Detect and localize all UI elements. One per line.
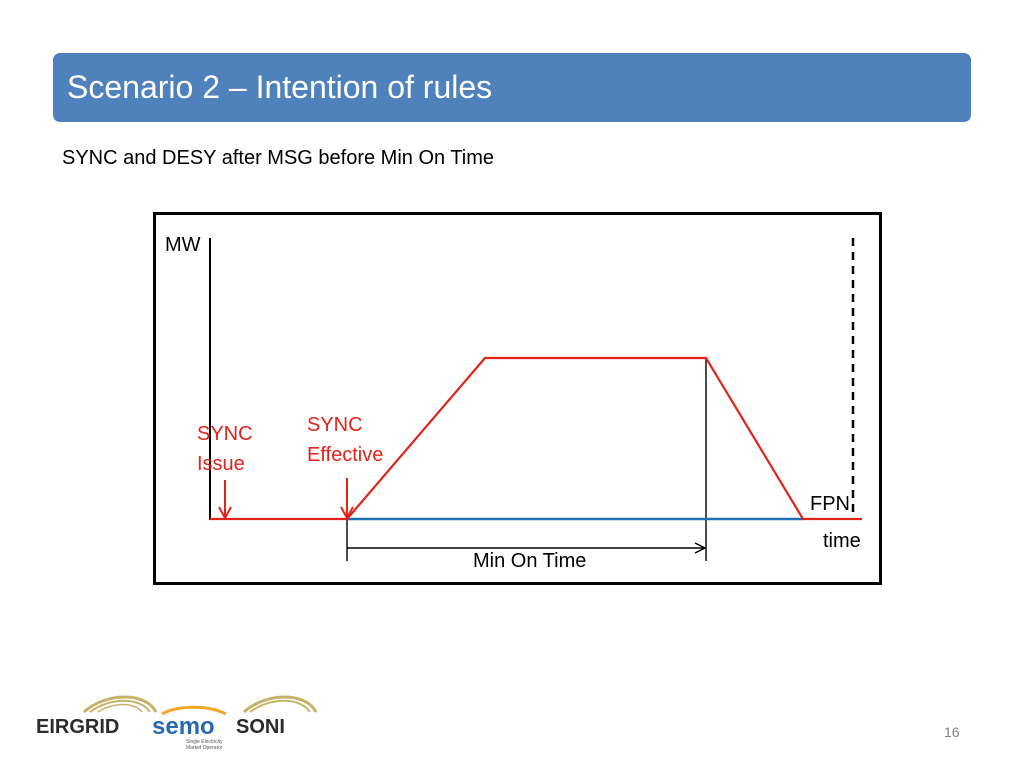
slide-subtitle: SYNC and DESY after MSG before Min On Ti…: [62, 147, 495, 169]
semo-tagline-line2: Market Operator: [186, 745, 223, 751]
soni-wordmark: SONI: [236, 716, 285, 738]
semo-wordmark: semo: [152, 713, 215, 740]
output-profile-line: [210, 356, 862, 521]
sync-effective-label-line1: SYNC: [307, 414, 363, 436]
time-axis-label: time: [823, 530, 861, 552]
min-on-time-label: Min On Time: [473, 550, 587, 572]
fpn-label: FPN: [810, 493, 850, 515]
slide-title: Scenario 2 – Intention of rules: [67, 69, 493, 105]
page-number: 16: [944, 724, 960, 740]
y-axis-label: MW: [165, 234, 201, 256]
eirgrid-semo-soni-logo: EIRGRID semo Single Electricity Market O…: [36, 695, 318, 751]
semo-tagline-line1: Single Electricity: [186, 739, 223, 745]
title-bar: Scenario 2 – Intention of rules: [53, 53, 971, 122]
sync-issue-label-line1: SYNC: [197, 423, 253, 445]
diagram-frame: [153, 212, 882, 585]
footer-logos: EIRGRID semo Single Electricity Market O…: [36, 690, 326, 759]
sync-effective-label-line2: Effective: [307, 444, 384, 466]
eirgrid-wordmark: EIRGRID: [36, 716, 119, 738]
sync-issue-label-line2: Issue: [197, 453, 245, 475]
